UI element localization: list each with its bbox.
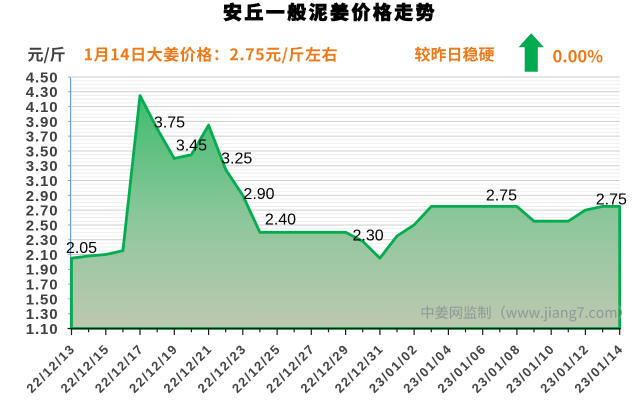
svg-text:3.70: 3.70 xyxy=(26,129,59,146)
svg-text:1.90: 1.90 xyxy=(26,262,59,279)
svg-text:2.70: 2.70 xyxy=(26,203,59,220)
svg-text:3.25: 3.25 xyxy=(221,151,252,168)
svg-text:2.90: 2.90 xyxy=(26,188,59,205)
svg-text:2.90: 2.90 xyxy=(243,186,274,203)
svg-text:2.30: 2.30 xyxy=(353,228,384,245)
svg-text:3.90: 3.90 xyxy=(26,114,59,131)
svg-text:4.30: 4.30 xyxy=(26,84,59,101)
svg-text:4.10: 4.10 xyxy=(26,99,59,116)
svg-text:2.30: 2.30 xyxy=(26,232,59,249)
svg-text:3.30: 3.30 xyxy=(26,158,59,175)
svg-text:2.10: 2.10 xyxy=(26,247,59,264)
svg-text:2.75: 2.75 xyxy=(486,187,517,204)
svg-text:2.05: 2.05 xyxy=(66,240,97,257)
svg-text:2.75: 2.75 xyxy=(596,191,627,208)
svg-text:4.50: 4.50 xyxy=(26,69,59,86)
svg-text:1.10: 1.10 xyxy=(26,321,59,338)
svg-text:3.75: 3.75 xyxy=(154,115,185,132)
svg-text:2.50: 2.50 xyxy=(26,217,59,234)
svg-text:2.40: 2.40 xyxy=(265,211,296,228)
svg-text:1.30: 1.30 xyxy=(26,306,59,323)
svg-text:3.50: 3.50 xyxy=(26,143,59,160)
svg-text:1.50: 1.50 xyxy=(26,291,59,308)
svg-text:3.10: 3.10 xyxy=(26,173,59,190)
svg-text:3.45: 3.45 xyxy=(176,137,207,154)
svg-text:1.70: 1.70 xyxy=(26,277,59,294)
